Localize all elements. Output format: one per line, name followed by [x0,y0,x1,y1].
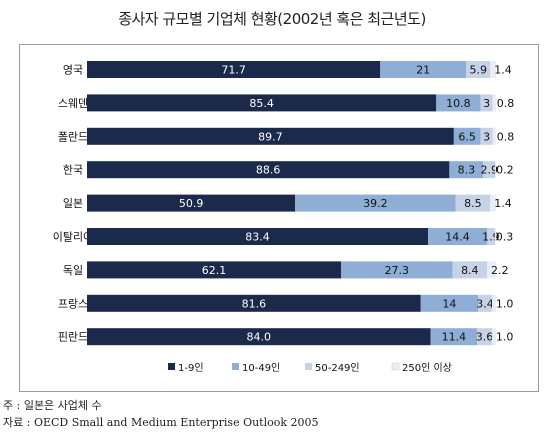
bar-segment [87,161,450,179]
bar-segment [449,161,484,179]
bar-segment [87,94,437,112]
legend-swatch [168,363,175,370]
category-label: 폴란드 [58,130,88,143]
data-label: 81.6 [242,297,267,310]
bar-segment [428,228,488,245]
legend-swatch [391,362,400,371]
bar-segment [87,61,381,78]
bar-segment [380,61,467,78]
data-label: 3.4 [476,297,494,310]
bar-segment [495,161,496,179]
data-label: 11.4 [442,331,467,344]
bar-segment [491,328,496,346]
legend-swatch [305,363,312,370]
data-label: 3.6 [476,331,494,344]
legend-swatch [232,363,239,370]
bar-segment [452,261,488,279]
data-label: 14 [442,297,456,310]
data-label: 8.4 [461,264,479,277]
source-note: 자료 : OECD Small and Medium Enterprise Ou… [3,416,319,429]
data-label: 5.9 [469,64,487,77]
bar-segment [490,61,496,78]
footnote: 주 : 일본은 사업체 수 [3,399,102,412]
bar-segment [480,94,493,112]
data-label: 8.5 [464,197,482,210]
bar-segment [420,294,479,312]
bar-segment [494,228,496,245]
bar-segment [455,194,491,212]
legend-label: 250인 이상 [402,362,452,374]
category-label: 독일 [63,263,83,277]
bar-segment [295,194,456,212]
data-label: 39.2 [363,197,388,210]
data-label: 14.4 [445,231,470,244]
bar-segment [477,328,492,346]
bar-segment [87,127,454,145]
bar-segment [483,161,496,179]
bar-segment [87,228,429,245]
bar-segment [87,194,296,212]
data-label: 2.9 [481,164,499,177]
data-label: 88.6 [256,164,281,177]
bar-segment [487,261,496,279]
bar-segment [87,294,421,312]
data-label: 21 [416,64,430,77]
data-label: 84.0 [247,331,272,344]
category-label: 스웨덴 [58,97,88,110]
data-label: 1.4 [494,197,512,210]
bar-segment [430,328,478,346]
bar-segment [436,94,481,112]
bar-segment [487,228,495,245]
data-label: 10.8 [446,97,471,110]
legend-label: 10-49인 [242,362,280,374]
category-label: 이탈리아 [53,231,93,244]
data-label: 3 [483,130,490,143]
data-label: 27.3 [385,264,410,277]
data-label: 71.7 [221,64,246,77]
bar-segment [87,328,431,346]
legend-label: 50-249인 [315,362,360,374]
data-label: 50.9 [179,197,204,210]
data-label: 0.8 [497,97,515,110]
bar-segment [478,294,492,312]
category-label: 영국 [63,64,83,77]
data-label: 1.0 [496,297,514,310]
bar-segment [492,127,496,145]
data-label: 0.8 [497,130,515,143]
bar-segment [490,194,496,212]
data-label: 2.2 [491,264,509,277]
bar-segment [491,294,496,312]
data-label: 6.5 [458,130,476,143]
data-label: 62.1 [202,264,227,277]
category-label: 한국 [63,164,83,177]
bar-segment [340,261,453,279]
category-label: 일본 [63,196,83,210]
category-label: 프랑스 [58,297,88,310]
bar-segment [480,127,493,145]
legend-label: 1-9인 [178,362,204,374]
bar-segment [492,94,496,112]
data-label: 3 [483,97,490,110]
chart-title: 종사자 규모별 기업체 현황(2002년 혹은 최근년도) [118,10,426,28]
data-label: 1.0 [496,331,514,344]
category-label: 핀란드 [58,331,88,344]
data-label: 85.4 [249,97,274,110]
bar-segment [453,127,481,145]
data-label: 1.4 [494,64,512,77]
data-label: 8.3 [458,164,476,177]
data-label: 0.2 [496,164,514,177]
bar-segment [87,261,341,279]
chart-frame [19,44,539,392]
data-label: 83.4 [245,231,270,244]
bar-segment [466,61,491,78]
data-label: 0.3 [496,231,514,244]
data-label: 89.7 [258,130,283,143]
